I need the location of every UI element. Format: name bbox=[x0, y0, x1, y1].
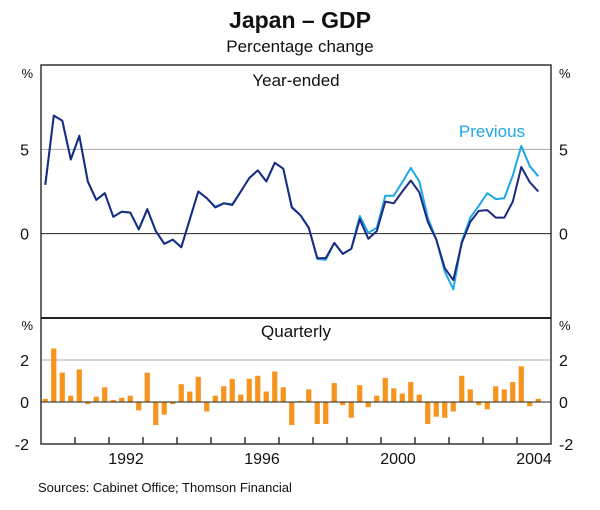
x-tick-label: 2000 bbox=[380, 451, 416, 468]
series-line-current bbox=[44, 114, 540, 282]
quarterly-bar bbox=[110, 399, 116, 402]
quarterly-bar bbox=[212, 395, 218, 402]
series-line-previous bbox=[44, 114, 540, 291]
y-tick-label: 2 bbox=[559, 353, 568, 370]
y-unit-label: % bbox=[559, 66, 571, 81]
y-tick-label: 0 bbox=[559, 227, 568, 244]
panel-title-quarterly: Quarterly bbox=[261, 322, 331, 341]
quarterly-bar bbox=[306, 389, 312, 402]
quarterly-bar bbox=[510, 382, 516, 402]
quarterly-bar bbox=[238, 394, 244, 402]
quarterly-bar bbox=[42, 398, 48, 402]
x-tick-label: 1992 bbox=[108, 451, 144, 468]
quarterly-bar bbox=[170, 402, 176, 405]
quarterly-bar bbox=[195, 376, 201, 402]
quarterly-bar bbox=[425, 402, 431, 425]
quarterly-bar bbox=[340, 402, 346, 406]
quarterly-bar bbox=[85, 402, 91, 405]
quarterly-bar bbox=[467, 389, 473, 402]
y-unit-label: % bbox=[21, 318, 33, 333]
quarterly-bar bbox=[382, 377, 388, 402]
quarterly-bar bbox=[476, 402, 482, 406]
chart-subtitle: Percentage change bbox=[226, 37, 373, 56]
quarterly-bar bbox=[127, 395, 133, 402]
quarterly-bar bbox=[433, 402, 439, 417]
quarterly-bar bbox=[51, 348, 57, 402]
y-tick-label: -2 bbox=[15, 437, 29, 454]
quarterly-bar bbox=[408, 382, 414, 402]
quarterly-bar bbox=[93, 396, 99, 402]
quarterly-bar bbox=[518, 366, 524, 402]
quarterly-bar bbox=[263, 391, 269, 402]
y-unit-label: % bbox=[559, 318, 571, 333]
y-tick-label: 0 bbox=[20, 227, 29, 244]
quarterly-bar bbox=[348, 402, 354, 418]
quarterly-bar bbox=[161, 402, 167, 415]
quarterly-bar bbox=[365, 402, 371, 408]
quarterly-bar bbox=[442, 402, 448, 418]
quarterly-bar bbox=[493, 386, 499, 402]
quarterly-bar bbox=[187, 391, 193, 402]
quarterly-bar bbox=[59, 372, 65, 402]
quarterly-bar bbox=[144, 372, 150, 402]
quarterly-bar bbox=[416, 394, 422, 402]
chart-title: Japan – GDP bbox=[229, 7, 371, 33]
quarterly-bar bbox=[255, 375, 261, 402]
quarterly-bar bbox=[450, 402, 456, 412]
quarterly-bar bbox=[280, 387, 286, 402]
quarterly-bar bbox=[272, 371, 278, 402]
y-unit-label: % bbox=[21, 66, 33, 81]
quarterly-bar bbox=[246, 378, 252, 402]
y-tick-label: 2 bbox=[20, 353, 29, 370]
x-tick-label: 2004 bbox=[516, 451, 552, 468]
y-tick-label: 0 bbox=[20, 395, 29, 412]
quarterly-bar bbox=[331, 383, 337, 402]
quarterly-bar bbox=[484, 402, 490, 410]
quarterly-bar bbox=[76, 369, 82, 402]
quarterly-bar bbox=[289, 402, 295, 426]
quarterly-bar bbox=[221, 386, 227, 402]
quarterly-bar bbox=[391, 388, 397, 402]
quarterly-bar bbox=[136, 402, 142, 411]
quarterly-bar bbox=[535, 398, 541, 402]
quarterly-bar bbox=[102, 387, 108, 402]
y-tick-label: 5 bbox=[559, 142, 568, 159]
panel-title-year-ended: Year-ended bbox=[252, 71, 339, 90]
quarterly-bar bbox=[153, 402, 159, 426]
quarterly-bar bbox=[399, 393, 405, 402]
plot-frame bbox=[40, 64, 552, 445]
quarterly-bar bbox=[501, 389, 507, 402]
y-tick-label: 5 bbox=[20, 142, 29, 159]
quarterly-bar bbox=[297, 400, 303, 402]
quarterly-bar bbox=[527, 402, 533, 407]
quarterly-bar bbox=[178, 384, 184, 402]
quarterly-bar bbox=[357, 385, 363, 402]
y-tick-label: 0 bbox=[559, 395, 568, 412]
quarterly-bar bbox=[119, 397, 125, 402]
quarterly-bar bbox=[204, 402, 210, 412]
quarterly-bar bbox=[68, 395, 74, 402]
quarterly-bar bbox=[323, 402, 329, 425]
y-tick-label: -2 bbox=[559, 437, 573, 454]
quarterly-bar bbox=[374, 395, 380, 402]
x-tick-label: 1996 bbox=[244, 451, 280, 468]
quarterly-bar bbox=[229, 378, 235, 402]
quarterly-bar bbox=[459, 375, 465, 402]
source-note: Sources: Cabinet Office; Thomson Financi… bbox=[38, 480, 292, 495]
previous-annotation: Previous bbox=[459, 122, 525, 141]
quarterly-bar bbox=[314, 402, 320, 425]
